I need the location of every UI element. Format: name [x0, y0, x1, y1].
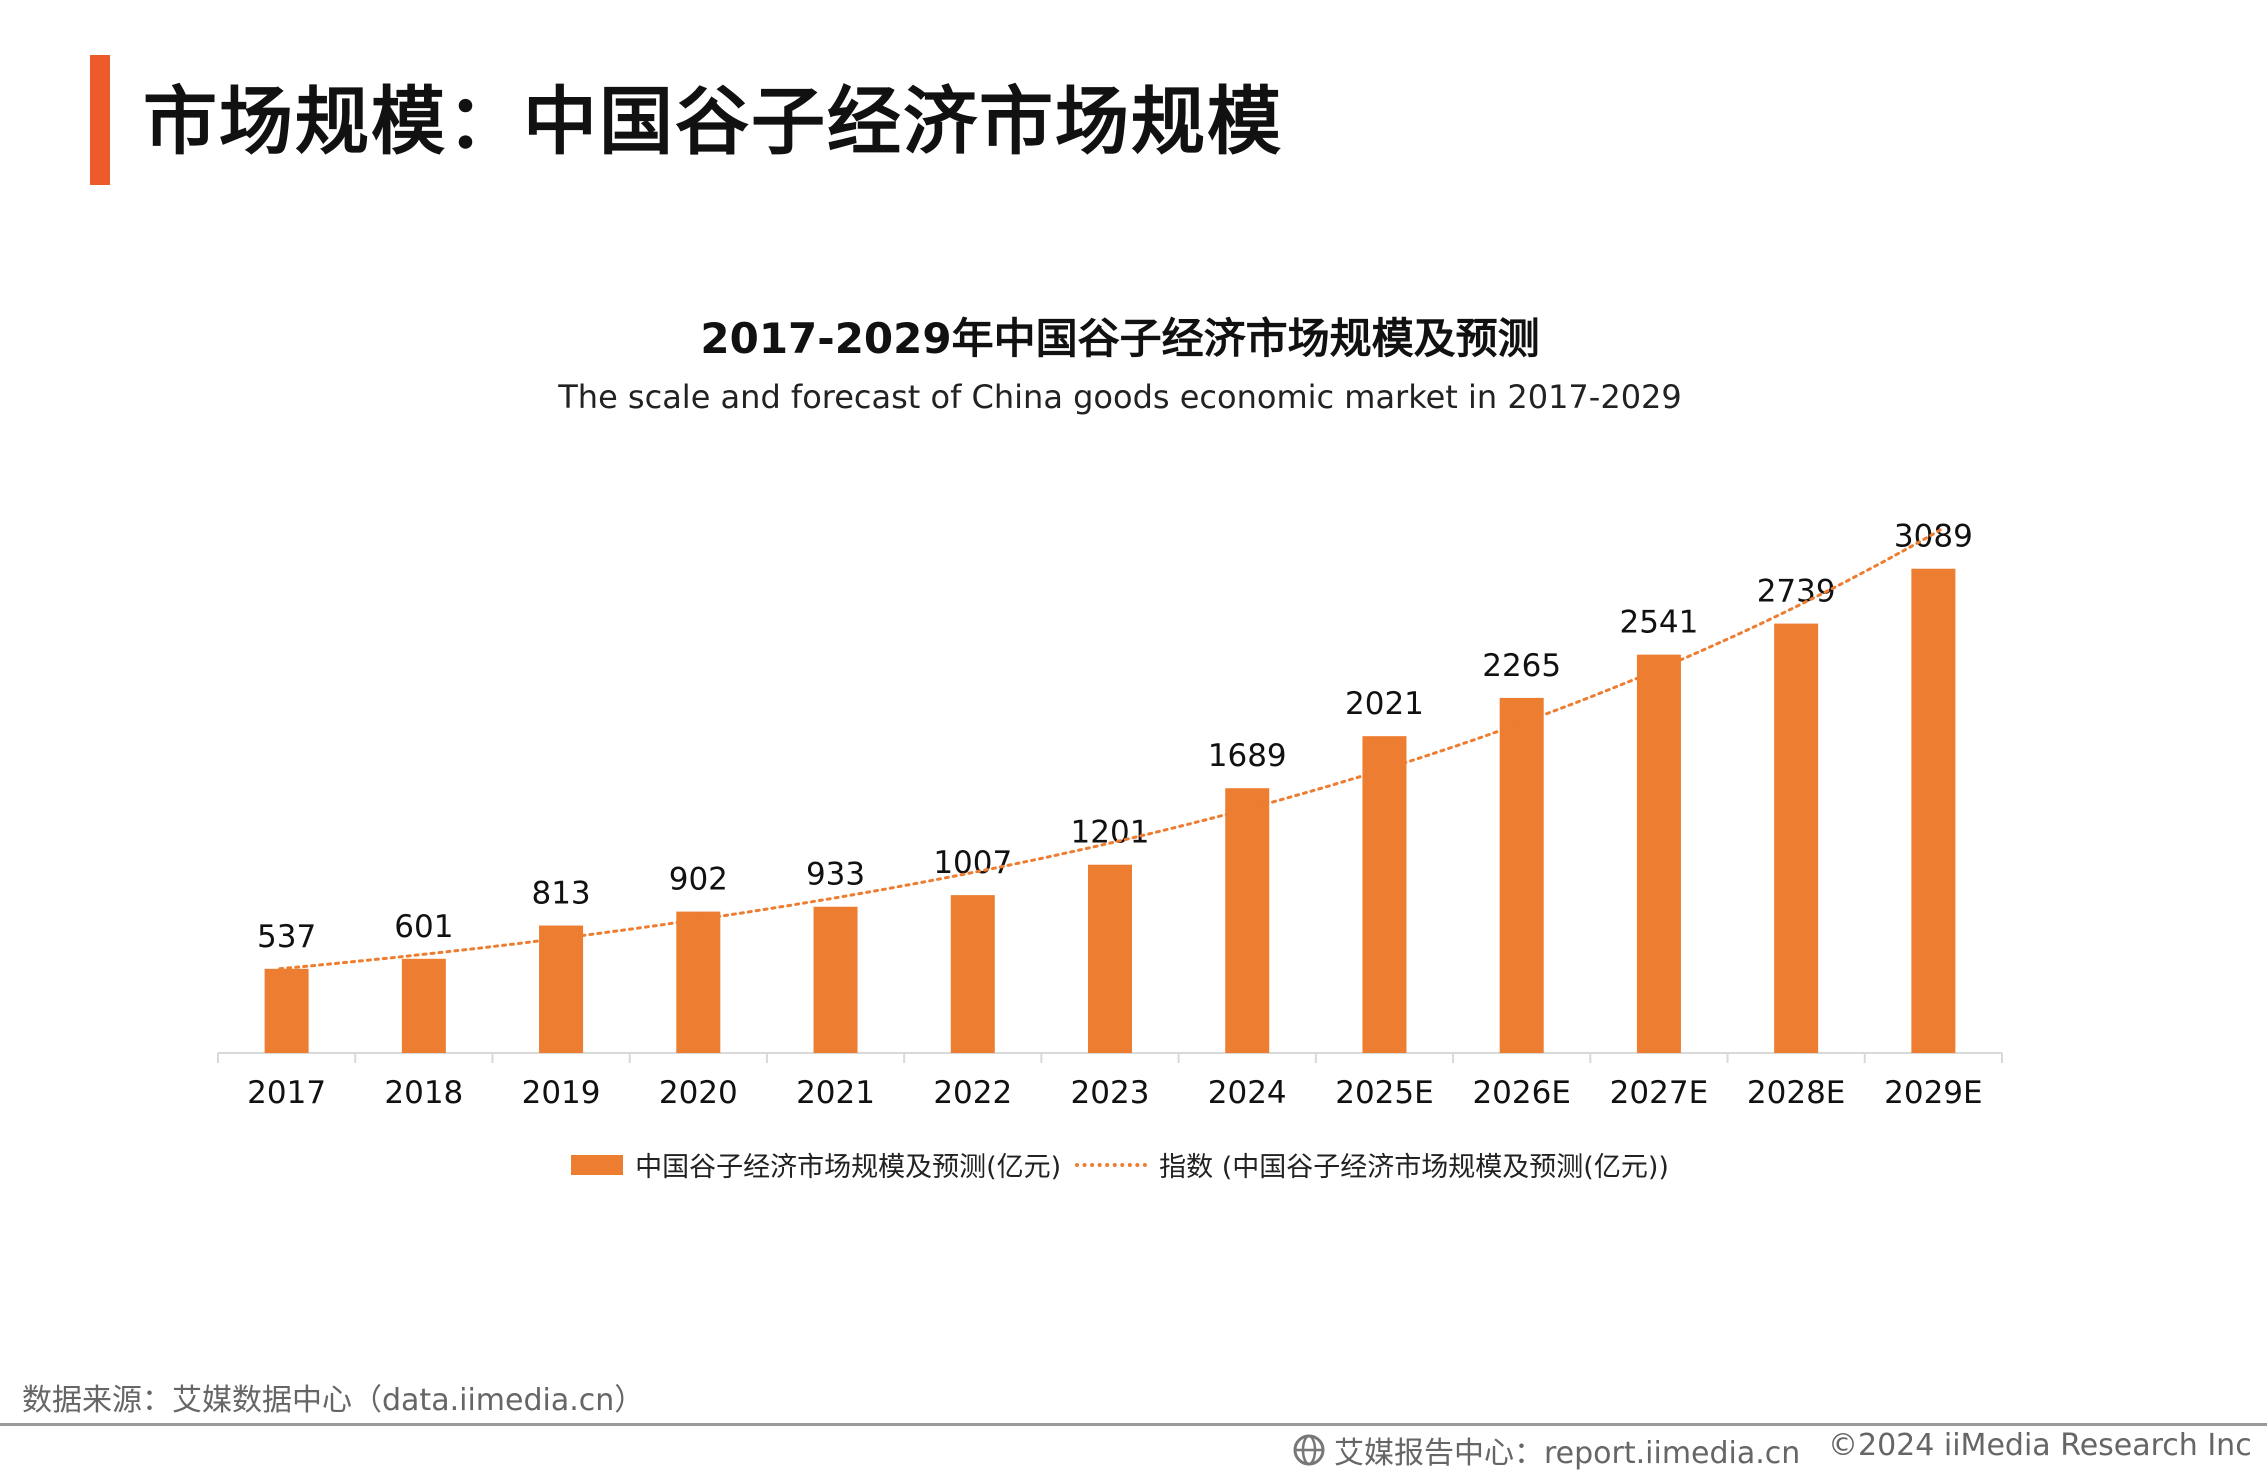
chart-legend: 中国谷子经济市场规模及预测(亿元) 指数 (中国谷子经济市场规模及预测(亿元)) [0, 1145, 2240, 1184]
bar [950, 895, 995, 1053]
bar [676, 911, 721, 1053]
x-tick-label: 2021 [796, 1075, 875, 1111]
x-tick-label: 2028E [1747, 1075, 1845, 1111]
bar [1774, 623, 1819, 1053]
bar-value-label: 3089 [1894, 519, 1973, 555]
legend-bar-swatch [571, 1154, 624, 1175]
bar-value-label: 1007 [933, 845, 1012, 881]
bar-value-label: 1689 [1208, 738, 1287, 774]
x-tick-label: 2019 [522, 1075, 601, 1111]
x-tick-label: 2020 [659, 1075, 738, 1111]
bar [1362, 736, 1407, 1053]
bar-value-label: 2021 [1345, 686, 1424, 722]
bar-value-label: 601 [394, 909, 453, 945]
x-tick-label: 2017 [247, 1075, 326, 1111]
legend-trend-swatch [1075, 1162, 1148, 1167]
x-tick-label: 2027E [1610, 1075, 1708, 1111]
x-tick-label: 2022 [933, 1075, 1012, 1111]
bar [1636, 654, 1681, 1053]
footer-divider [0, 1423, 2267, 1426]
x-tick-label: 2018 [384, 1075, 463, 1111]
bar [1225, 788, 1270, 1053]
bar-value-label: 2265 [1482, 648, 1561, 684]
x-tick-label: 2024 [1208, 1075, 1287, 1111]
bar-value-label: 2739 [1757, 574, 1836, 610]
footer-report-text: 艾媒报告中心：report.iimedia.cn [1334, 1436, 1801, 1471]
page-title: 市场规模：中国谷子经济市场规模 [143, 79, 1283, 165]
bar-value-label: 2541 [1619, 605, 1698, 641]
chart-title: 2017-2029年中国谷子经济市场规模及预测 [700, 314, 1540, 363]
legend-bar-label: 中国谷子经济市场规模及预测(亿元) [635, 1152, 1062, 1183]
footer-copyright: ©2024 iiMedia Research Inc [1828, 1428, 2252, 1463]
bar [539, 925, 584, 1053]
globe-icon [1293, 1434, 1325, 1466]
x-tick-label: 2026E [1472, 1075, 1570, 1111]
bar-value-label: 1201 [1071, 815, 1150, 851]
title-accent-bar [90, 55, 110, 185]
bar-value-label: 933 [806, 857, 865, 893]
bar [1088, 864, 1132, 1053]
footer-report: 艾媒报告中心：report.iimedia.cn [1292, 1428, 1800, 1472]
x-tick-label: 2025E [1335, 1075, 1433, 1111]
bar [813, 906, 858, 1053]
x-tick-label: 2029E [1884, 1075, 1982, 1111]
x-tick-label: 2023 [1071, 1075, 1150, 1111]
bar-value-label: 813 [531, 876, 590, 912]
bar [401, 958, 446, 1053]
legend-trend-label: 指数 (中国谷子经济市场规模及预测(亿元)) [1159, 1152, 1669, 1183]
bar-value-label: 537 [257, 919, 316, 955]
bar-value-label: 902 [669, 862, 728, 898]
data-source: 数据来源：艾媒数据中心（data.iimedia.cn） [22, 1383, 645, 1418]
bar [264, 968, 309, 1053]
chart-subtitle: The scale and forecast of China goods ec… [558, 378, 1682, 416]
trend-line [278, 528, 1942, 971]
bar [1911, 568, 1956, 1053]
bar [1499, 697, 1544, 1053]
